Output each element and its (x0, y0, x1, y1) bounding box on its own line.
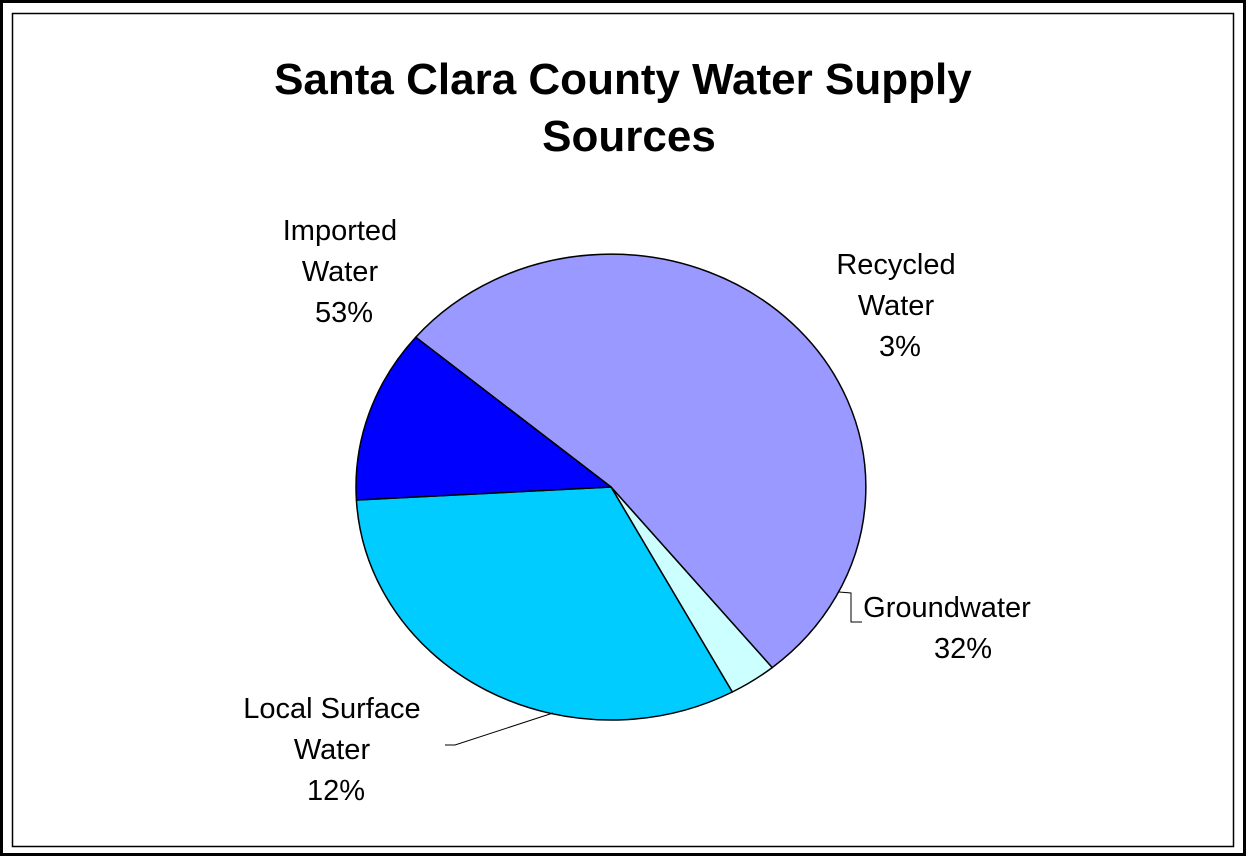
pie-slice-groundwater (355, 486, 734, 721)
slice-label-local-surface-water: Local Surface Water 12% (243, 693, 428, 807)
pie-slice-local-surface-water (355, 336, 612, 501)
slice-label-imported-water: Imported Water 53% (283, 215, 406, 329)
pie-slices (355, 253, 867, 721)
chart-title-line-1: Santa Clara County Water Supply (274, 55, 972, 104)
slice-label-groundwater-line-1: Groundwater (863, 592, 1031, 624)
slice-label-imported-line-1: Imported (283, 215, 397, 247)
leader-line-groundwater (838, 591, 862, 623)
slice-label-imported-line-2: Water (302, 256, 379, 288)
chart-title-line-2: Sources (542, 112, 716, 161)
pie-slice-imported-water (414, 253, 867, 669)
leader-lines (445, 591, 862, 746)
slice-label-local-line-1: Local Surface (243, 693, 420, 725)
slice-value-groundwater: 32% (934, 633, 992, 665)
leader-line-local-surface-water (445, 712, 554, 746)
slice-label-recycled-water: Recycled Water 3% (836, 249, 963, 363)
chart-title: Santa Clara County Water Supply Sources (274, 55, 984, 161)
slice-label-recycled-line-1: Recycled (836, 249, 955, 281)
slice-label-local-line-2: Water (294, 734, 371, 766)
slice-label-recycled-line-2: Water (858, 290, 935, 322)
slice-value-recycled: 3% (879, 331, 921, 363)
slice-value-imported: 53% (315, 297, 373, 329)
slice-label-groundwater: Groundwater 32% (863, 592, 1039, 665)
chart-inner-border (11, 12, 1235, 848)
slice-value-local: 12% (307, 775, 365, 807)
